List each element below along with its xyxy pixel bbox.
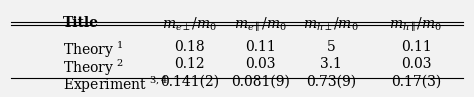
Text: 0.03: 0.03 <box>401 57 431 71</box>
Text: 0.17(3): 0.17(3) <box>391 75 441 89</box>
Text: 0.11: 0.11 <box>401 40 431 54</box>
Text: 0.73(9): 0.73(9) <box>306 75 356 89</box>
Text: 3.1: 3.1 <box>320 57 342 71</box>
Text: Theory $^2$: Theory $^2$ <box>63 57 124 78</box>
Text: $m_{h\parallel}/m_0$: $m_{h\parallel}/m_0$ <box>390 16 443 34</box>
Text: 0.141(2): 0.141(2) <box>160 75 219 89</box>
Text: 0.03: 0.03 <box>246 57 276 71</box>
Text: 5: 5 <box>327 40 336 54</box>
Text: 0.081(9): 0.081(9) <box>231 75 290 89</box>
Text: $m_{e\parallel}/m_0$: $m_{e\parallel}/m_0$ <box>234 16 287 34</box>
Text: Experiment $^{3,4}$: Experiment $^{3,4}$ <box>63 75 168 95</box>
Text: 0.11: 0.11 <box>245 40 276 54</box>
Text: 0.18: 0.18 <box>174 40 205 54</box>
Text: $m_{h\perp}/m_0$: $m_{h\perp}/m_0$ <box>303 16 359 33</box>
Text: Theory $^1$: Theory $^1$ <box>63 40 123 60</box>
Text: 0.12: 0.12 <box>174 57 205 71</box>
Text: $m_{e\perp}/m_0$: $m_{e\perp}/m_0$ <box>162 16 218 33</box>
Text: Title: Title <box>63 16 99 30</box>
